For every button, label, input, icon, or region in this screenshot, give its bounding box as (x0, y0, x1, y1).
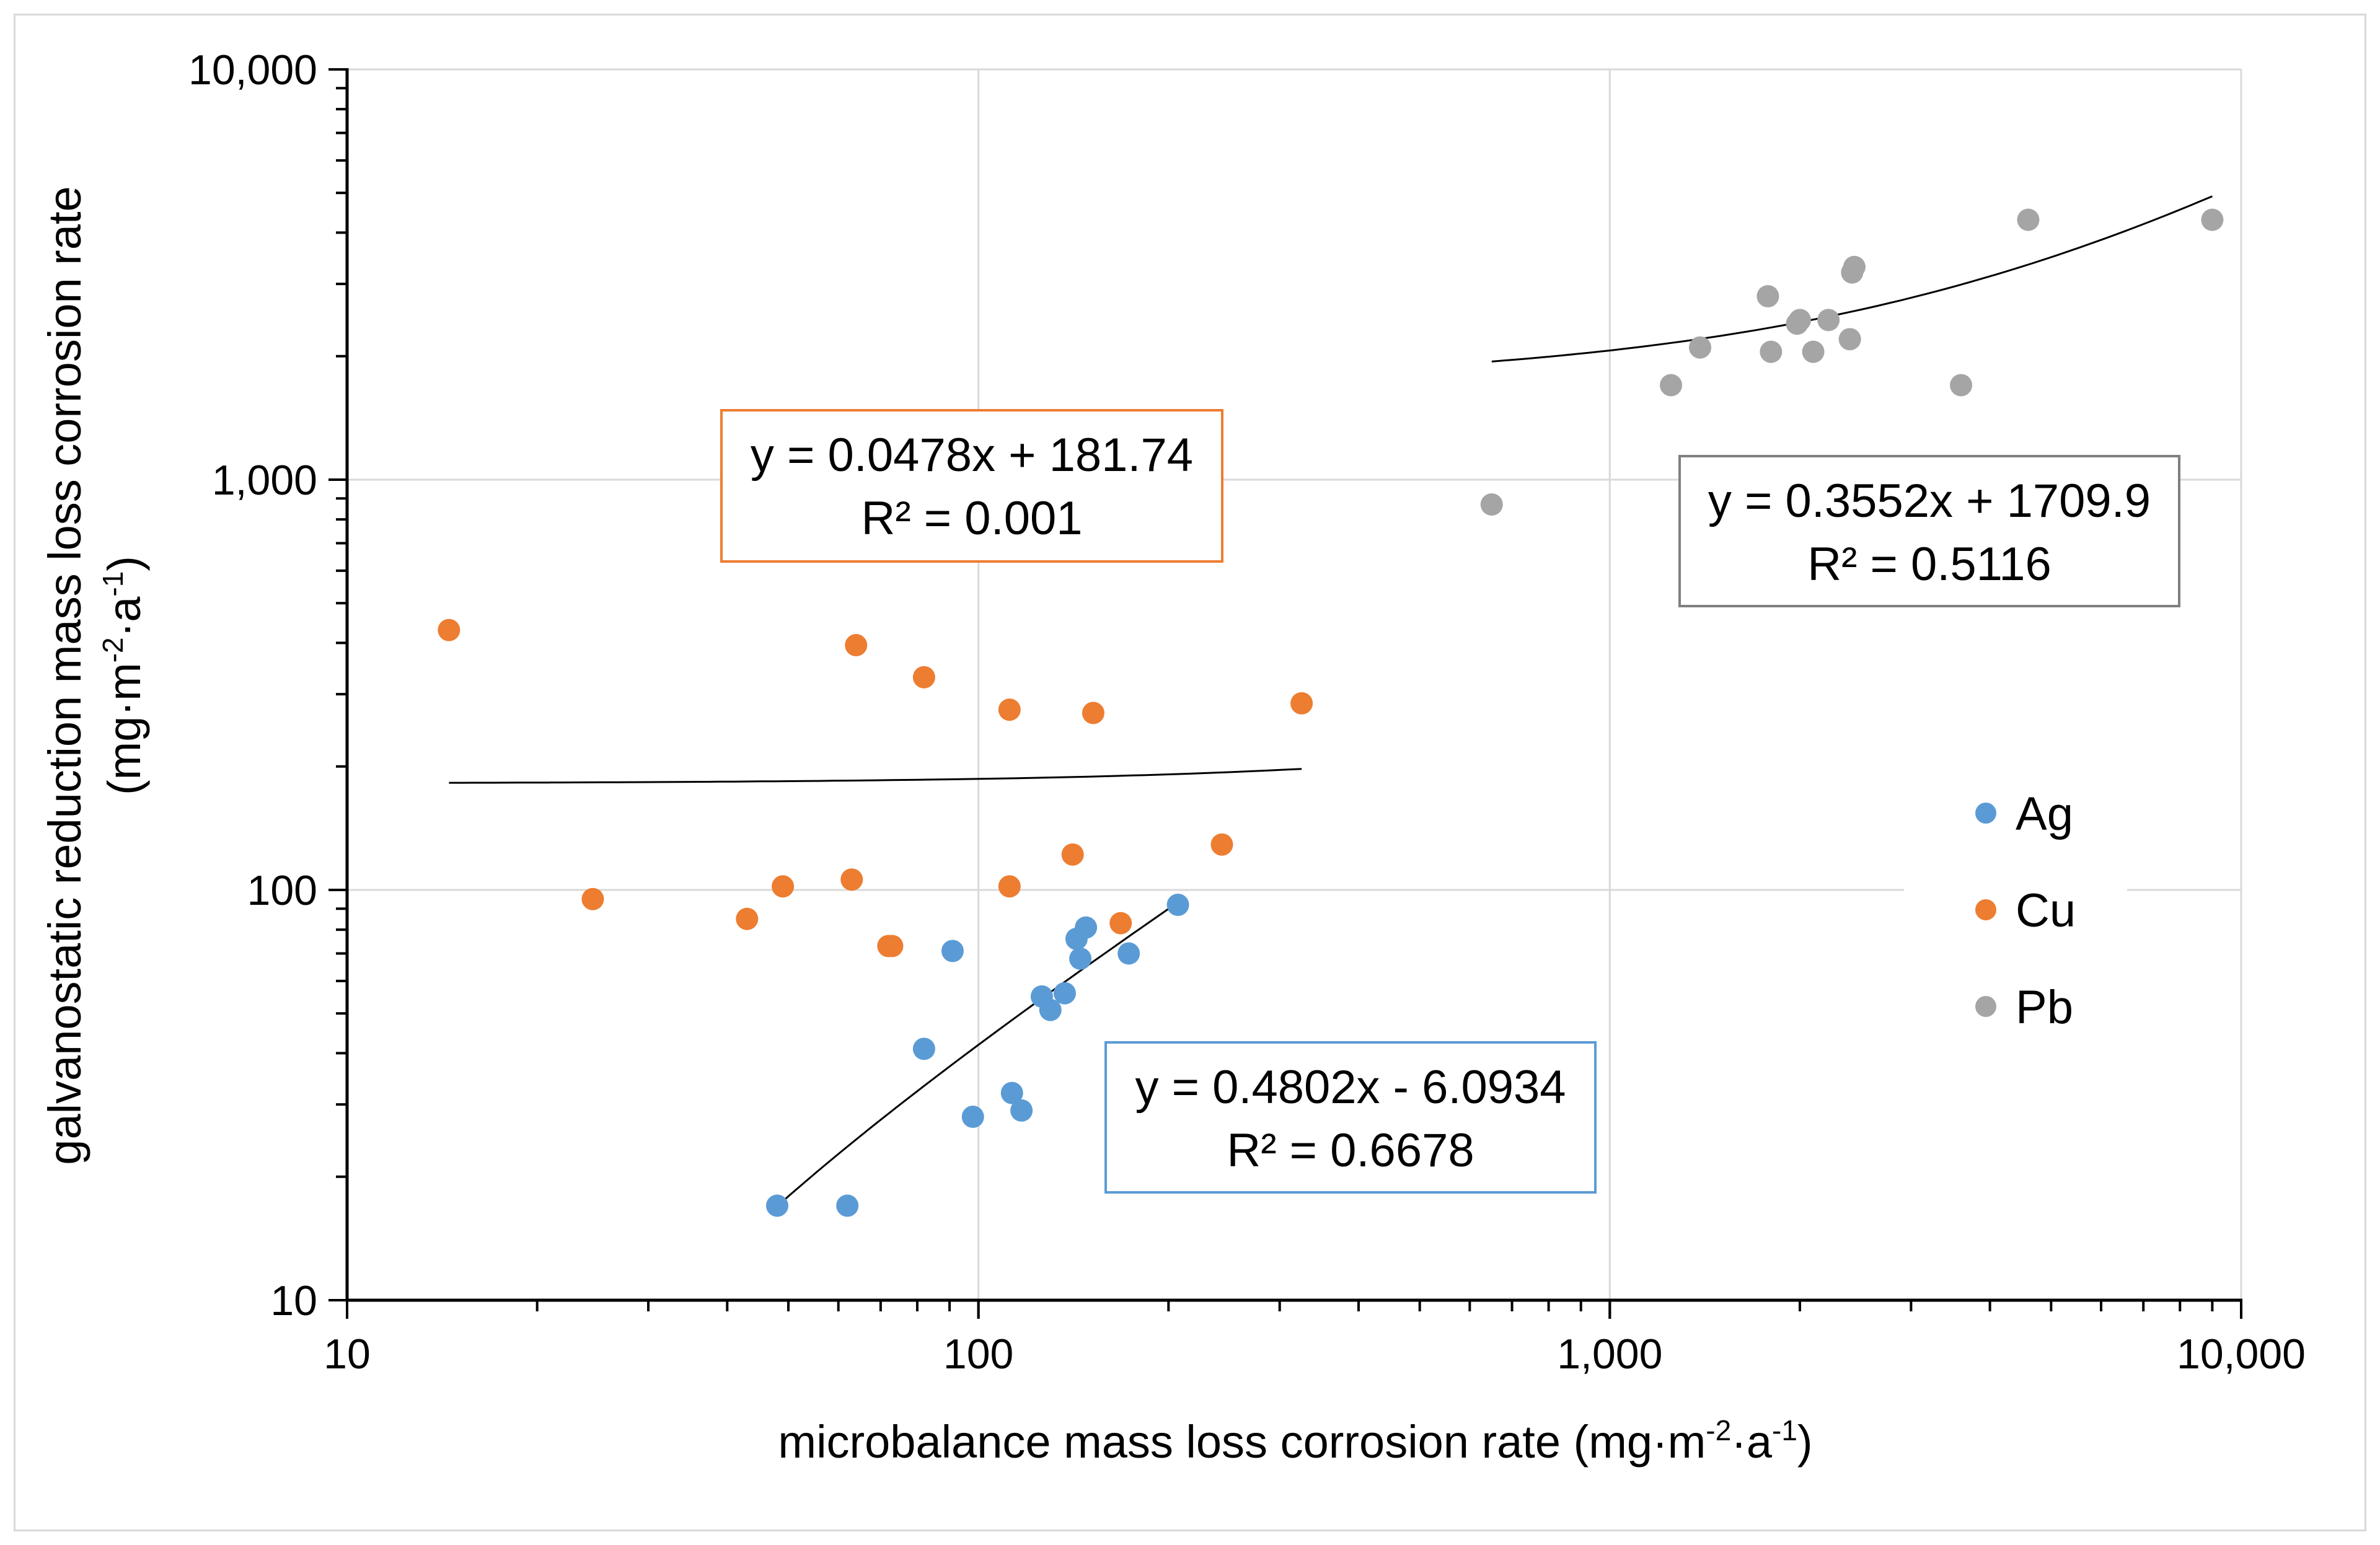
legend-label-cu: Cu (2016, 884, 2076, 937)
y-axis-title-line1: galvanostatic reduction mass loss corros… (39, 186, 90, 1164)
point-pb (1950, 374, 1973, 397)
y-tick-label: 10 (270, 1277, 317, 1324)
point-ag (1166, 893, 1189, 916)
point-cu (438, 618, 461, 641)
point-ag (765, 1194, 788, 1217)
point-ag (836, 1194, 859, 1217)
trendline-cu (449, 768, 1302, 784)
x-tick-label: 10,000 (2177, 1331, 2306, 1378)
y-axis-title-units: (mg·m (99, 662, 150, 795)
point-ag (941, 940, 964, 962)
legend-label-pb: Pb (2016, 981, 2073, 1034)
point-pb (1817, 309, 1840, 332)
chart-frame (14, 14, 2366, 1531)
point-pb (2201, 208, 2224, 231)
legend-marker-pb (1975, 996, 1996, 1017)
trendline-ag (777, 901, 1179, 1207)
x-axis-title: microbalance mass loss corrosion rate (m… (778, 1414, 1812, 1468)
point-pb (1660, 374, 1683, 397)
equation-text: y = 0.0478x + 181.74 (751, 429, 1193, 482)
y-axis-title-mid: ·a (99, 596, 150, 638)
x-tick-label: 10 (324, 1331, 371, 1378)
point-ag (1010, 1099, 1033, 1122)
point-ag (1117, 942, 1140, 965)
y-axis-title-end: ) (99, 556, 150, 571)
point-ag (912, 1037, 935, 1060)
point-cu (1210, 833, 1233, 856)
x-tick-label: 100 (943, 1331, 1013, 1378)
point-cu (998, 875, 1021, 898)
y-axis-title: galvanostatic reduction mass loss corros… (39, 186, 150, 1164)
point-ag (1039, 998, 1062, 1021)
point-pb (1480, 493, 1503, 516)
axes (328, 68, 2242, 1319)
data-points (438, 208, 2224, 1217)
equation-box-pb (1678, 455, 2180, 607)
point-cu (881, 935, 904, 957)
point-pb (1802, 340, 1825, 363)
x-tick-label: 1,000 (1557, 1331, 1662, 1378)
legend: Ag Cu Pb (1904, 788, 2127, 1067)
trendlines (449, 195, 2213, 1207)
point-cu (581, 887, 604, 910)
legend-marker-ag (1975, 803, 1996, 824)
x-axis-title-main: microbalance mass loss corrosion rate (m… (778, 1416, 1706, 1468)
x-axis-title-sup2: -1 (1772, 1414, 1797, 1446)
point-cu (1061, 843, 1084, 866)
point-cu (736, 907, 759, 930)
equation-text: y = 0.3552x + 1709.9 (1708, 475, 2151, 527)
equation-box-ag (1104, 1041, 1597, 1194)
point-pb (1843, 255, 1866, 278)
point-cu (1109, 912, 1132, 935)
point-cu (845, 634, 868, 657)
point-pb (1788, 309, 1811, 332)
point-ag (1000, 1081, 1023, 1104)
tick-labels: 10 100 1,000 10,000 10 100 1,000 10,000 (188, 46, 2306, 1378)
point-cu (840, 868, 863, 891)
point-cu (772, 875, 795, 898)
y-tick-label: 10,000 (188, 46, 317, 94)
equation-box-cu (720, 409, 1223, 563)
point-ag (1069, 947, 1092, 970)
legend-background (1904, 788, 2127, 1067)
point-ag (961, 1105, 984, 1128)
point-cu (1290, 692, 1313, 715)
point-cu (912, 666, 935, 689)
point-pb (1760, 340, 1783, 363)
point-cu (1082, 702, 1104, 724)
equation-boxes: y = 0.4802x - 6.0934 R² = 0.6678 y = 0.047… (720, 409, 2180, 1194)
legend-marker-cu (1975, 899, 1996, 920)
x-axis-title-end: ) (1797, 1416, 1813, 1468)
y-axis-title-line2: (mg·m-2·a-1) (97, 556, 150, 795)
r-squared-text: R² = 0.5116 (1807, 538, 2052, 591)
point-pb (1756, 284, 1779, 307)
y-axis-title-sup2: -1 (97, 571, 129, 597)
legend-label-ag: Ag (2016, 788, 2073, 840)
y-tick-label: 1,000 (212, 457, 317, 504)
r-squared-text: R² = 0.6678 (1227, 1124, 1474, 1177)
r-squared-text: R² = 0.001 (862, 492, 1083, 545)
point-pb (1838, 328, 1861, 351)
equation-text: y = 0.4802x - 6.0934 (1135, 1061, 1566, 1114)
trendline-pb (1491, 195, 2213, 363)
point-ag (1053, 982, 1076, 1005)
x-axis-title-mid: ·a (1731, 1416, 1773, 1468)
point-pb (2017, 208, 2040, 231)
point-pb (1689, 336, 1712, 359)
point-cu (998, 698, 1021, 721)
y-tick-label: 100 (247, 867, 317, 914)
y-axis-title-sup1: -2 (97, 637, 129, 662)
point-ag (1075, 916, 1098, 939)
x-axis-title-sup1: -2 (1706, 1414, 1731, 1446)
